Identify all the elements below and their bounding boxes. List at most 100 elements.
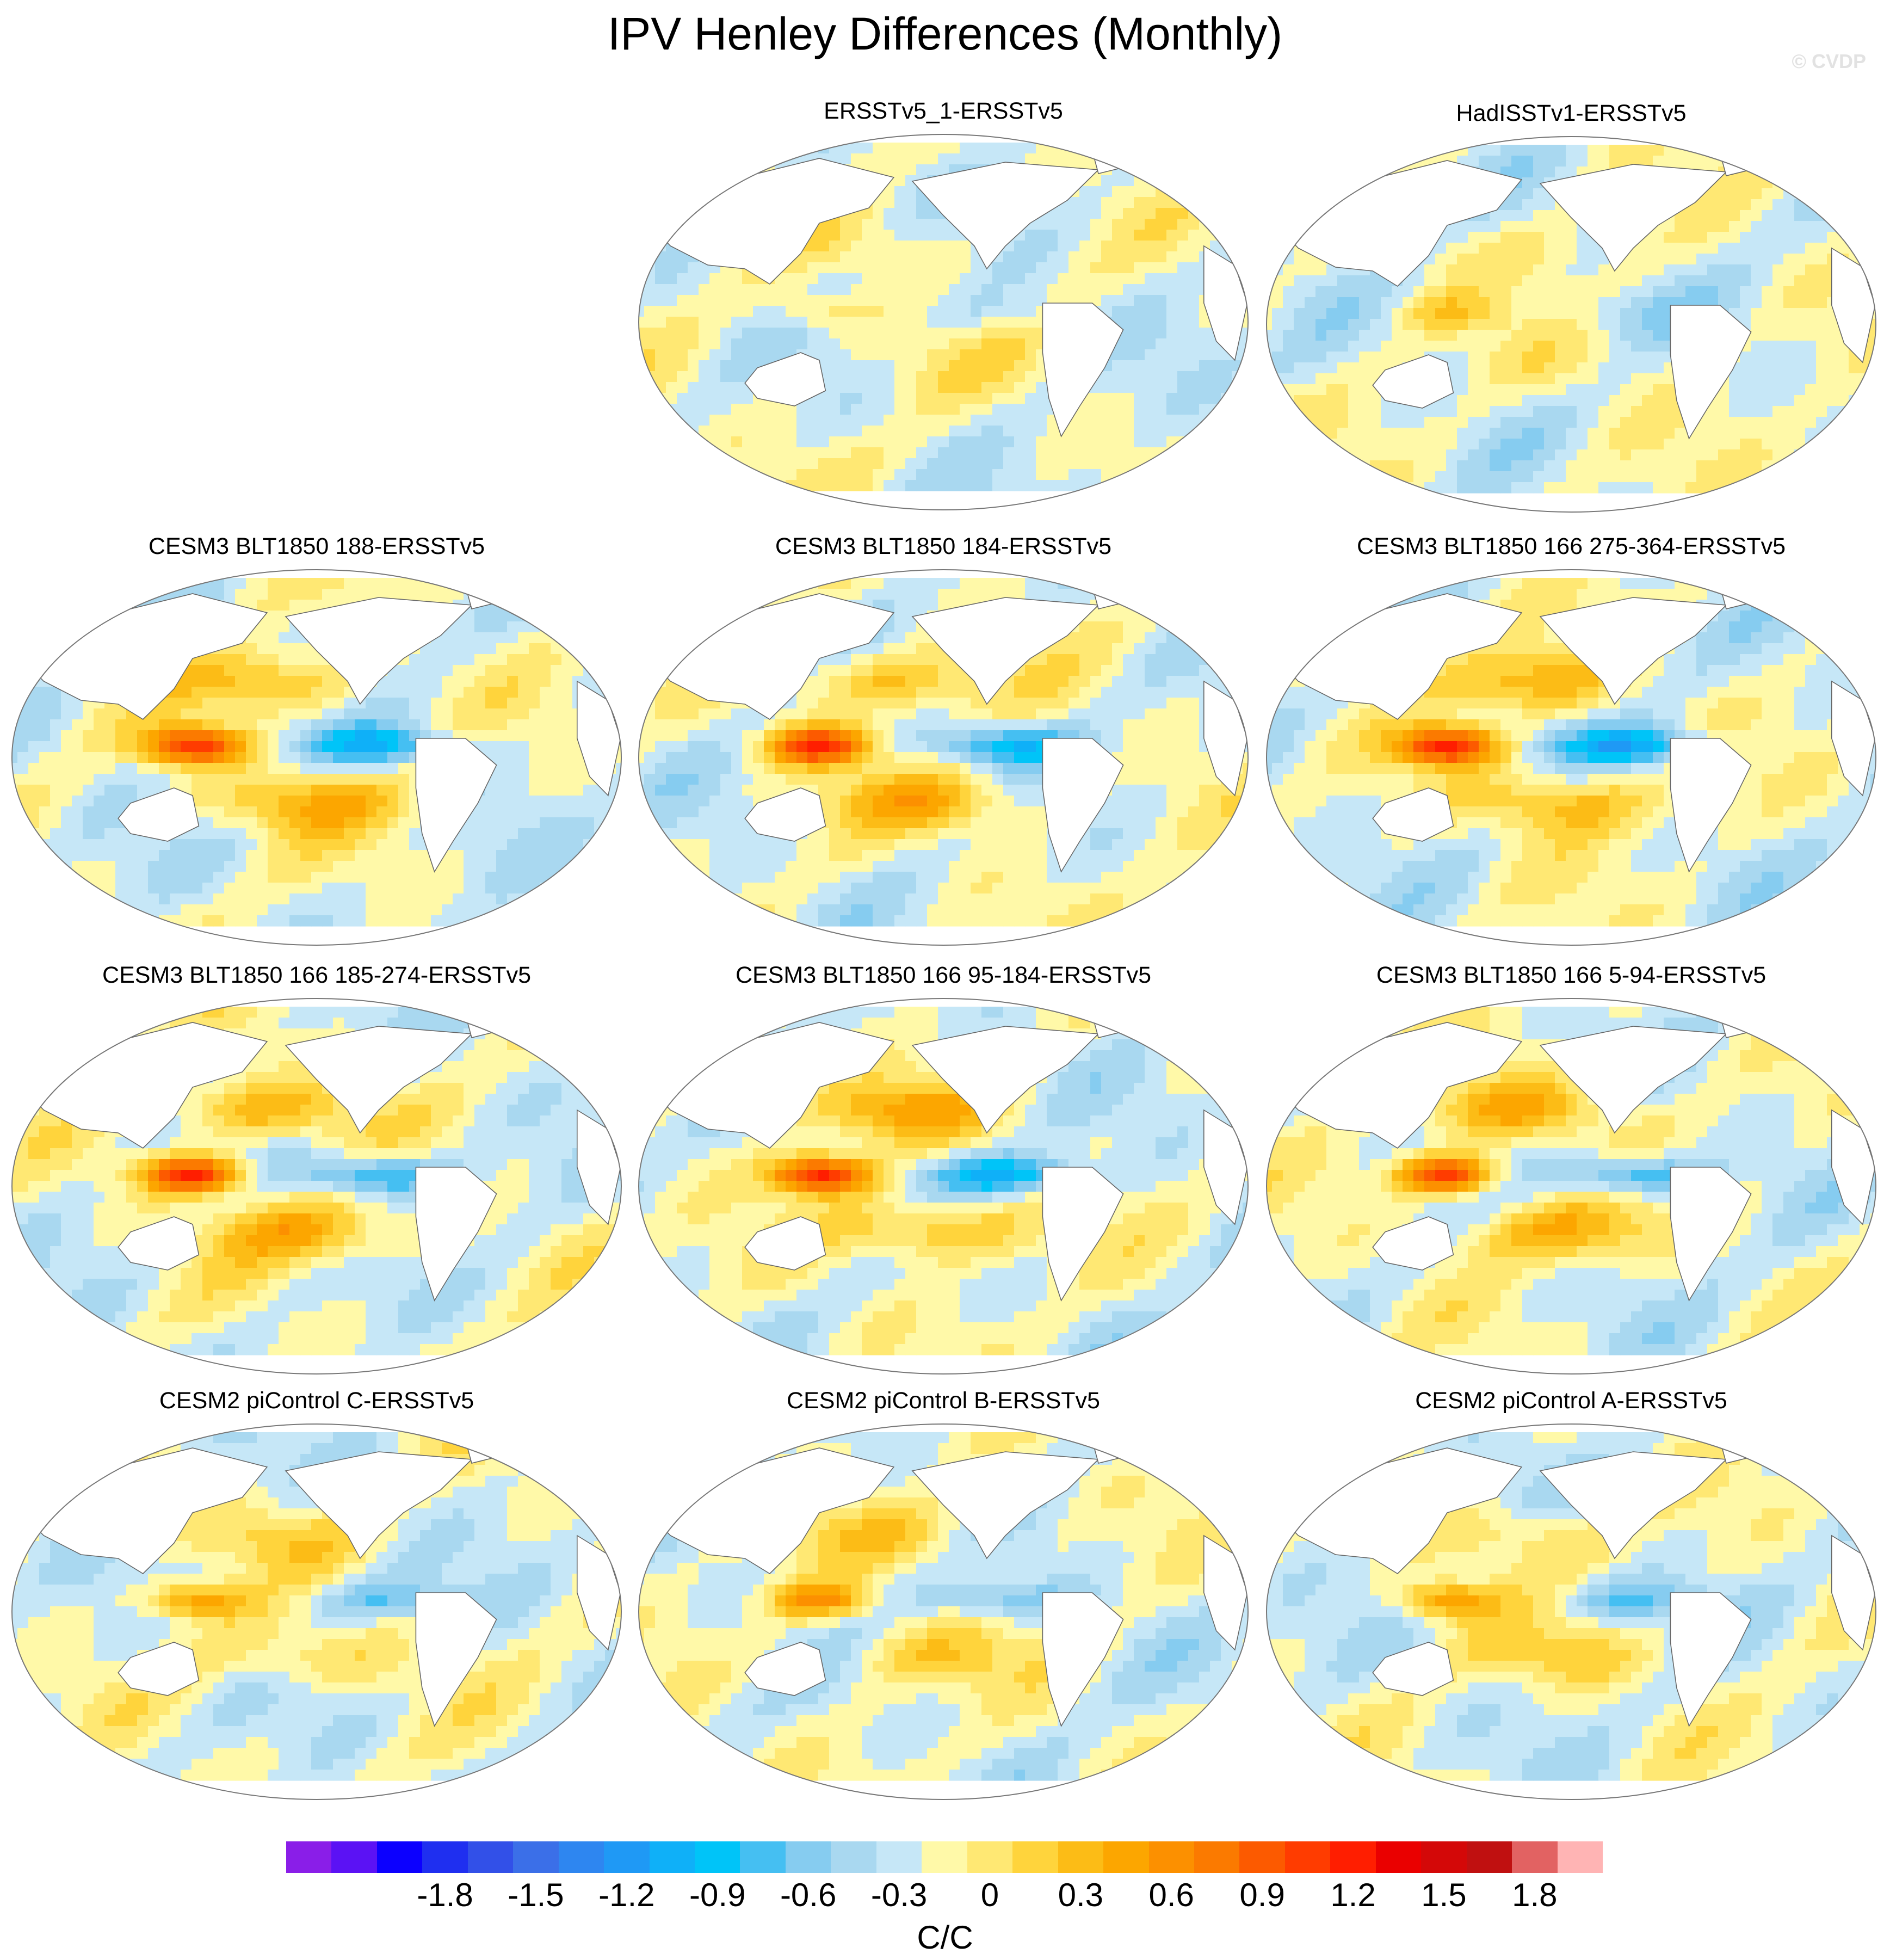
map-panel: CESM2 piControl A-ERSSTv5 [1261, 1385, 1881, 1810]
colorbar-tick-label: -0.3 [867, 1876, 932, 1914]
shaded-field [1267, 145, 1876, 494]
shaded-field [1267, 1432, 1876, 1781]
land-mass [118, 1216, 200, 1271]
shaded-field [1267, 578, 1876, 927]
colorbar-tick-label: -1.5 [503, 1876, 569, 1914]
shaded-field [12, 578, 621, 927]
colorbar-swatch [1284, 1841, 1331, 1873]
colorbar-swatch [1466, 1841, 1512, 1873]
land-mass [1042, 303, 1124, 437]
colorbar-swatch [695, 1841, 740, 1873]
panel-title: CESM3 BLT1850 166 5-94-ERSSTv5 [1261, 960, 1881, 990]
land-mass [1372, 1642, 1454, 1696]
land-mass [1670, 1592, 1752, 1727]
land-mass [1042, 1167, 1124, 1302]
panel-title: CESM3 BLT1850 184-ERSSTv5 [633, 531, 1253, 562]
land-mass [285, 1451, 473, 1560]
map-panel: CESM3 BLT1850 188-ERSSTv5 [7, 531, 627, 956]
panel-title: CESM2 piControl C-ERSSTv5 [7, 1385, 627, 1416]
colorbar-tick-label: 0.3 [1048, 1876, 1113, 1914]
shaded-field [639, 578, 1248, 927]
colorbar-tick-label: 0.9 [1230, 1876, 1295, 1914]
sst-difference-map [1266, 136, 1876, 513]
colorbar-swatch [1330, 1841, 1376, 1873]
colorbar-swatch [376, 1841, 423, 1873]
land-mass [1042, 1592, 1124, 1727]
colorbar-swatch [1012, 1841, 1059, 1873]
land-mass [1539, 1026, 1727, 1134]
colorbar-swatch [331, 1841, 378, 1873]
land-mass [911, 597, 1100, 705]
panel-title: CESM3 BLT1850 188-ERSSTv5 [7, 531, 627, 562]
sst-difference-map [11, 1423, 622, 1800]
watermark: © CVDP [1792, 50, 1866, 73]
colorbar-swatch [1512, 1841, 1558, 1873]
land-mass [285, 597, 473, 705]
colorbar-swatch [1058, 1841, 1104, 1873]
land-mass [415, 1592, 497, 1727]
colorbar [286, 1841, 1603, 1874]
land-mass [911, 1026, 1100, 1134]
colorbar-swatch [785, 1841, 831, 1873]
panel-title: CESM3 BLT1850 166 185-274-ERSSTv5 [7, 960, 627, 990]
land-mass [415, 738, 497, 873]
map-border [11, 1423, 622, 1800]
colorbar-tick-label: -1.2 [594, 1876, 659, 1914]
sst-difference-map [638, 134, 1249, 510]
colorbar-swatch [1557, 1841, 1603, 1873]
colorbar-tick-label: 1.8 [1502, 1876, 1567, 1914]
colorbar-swatch [558, 1841, 604, 1873]
map-border [1266, 569, 1876, 946]
map-panel: CESM2 piControl B-ERSSTv5 [633, 1385, 1253, 1810]
land-mass [415, 1167, 497, 1302]
map-panel: CESM3 BLT1850 166 5-94-ERSSTv5 [1261, 960, 1881, 1384]
land-mass [1372, 354, 1454, 409]
land-mass [744, 787, 826, 842]
map-panel: CESM2 piControl C-ERSSTv5 [7, 1385, 627, 1810]
map-border [638, 1423, 1249, 1800]
sst-difference-map [1266, 998, 1876, 1375]
colorbar-swatch [649, 1841, 695, 1873]
map-border [638, 998, 1249, 1375]
map-border [1266, 136, 1876, 513]
colorbar-swatch [922, 1841, 968, 1873]
shaded-field [12, 1432, 621, 1781]
map-border [11, 569, 622, 946]
colorbar-swatch [1421, 1841, 1467, 1873]
colorbar-tick-label: 1.2 [1320, 1876, 1386, 1914]
figure-title: IPV Henley Differences (Monthly) [0, 7, 1890, 61]
map-border [1266, 998, 1876, 1375]
colorbar-swatch [1194, 1841, 1240, 1873]
map-border [638, 134, 1249, 510]
map-panel: ERSSTv5_1-ERSSTv5 [633, 96, 1253, 520]
colorbar-tick-label: 0.6 [1139, 1876, 1204, 1914]
panel-title: ERSSTv5_1-ERSSTv5 [633, 96, 1253, 126]
colorbar-swatch [831, 1841, 877, 1873]
land-mass [285, 1026, 473, 1134]
panel-title: CESM2 piControl B-ERSSTv5 [633, 1385, 1253, 1416]
sst-difference-map [11, 998, 622, 1375]
land-mass [744, 1216, 826, 1271]
colorbar-tick-label: -0.9 [685, 1876, 750, 1914]
colorbar-swatch [1103, 1841, 1149, 1873]
colorbar-swatch [967, 1841, 1013, 1873]
sst-difference-map [638, 998, 1249, 1375]
sst-difference-map [638, 569, 1249, 946]
shaded-field [1267, 1007, 1876, 1355]
colorbar-tick-label: 0 [957, 1876, 1022, 1914]
colorbar-swatch [604, 1841, 650, 1873]
shaded-field [639, 1432, 1248, 1781]
colorbar-tick-label: -1.8 [412, 1876, 478, 1914]
colorbar-units: C/C [0, 1919, 1890, 1957]
map-panel: CESM3 BLT1850 166 95-184-ERSSTv5 [633, 960, 1253, 1384]
map-border [638, 569, 1249, 946]
colorbar-swatch [286, 1841, 332, 1873]
map-border [11, 998, 622, 1375]
land-mass [1539, 1451, 1727, 1560]
panel-title: CESM2 piControl A-ERSSTv5 [1261, 1385, 1881, 1416]
sst-difference-map [11, 569, 622, 946]
colorbar-swatch [876, 1841, 922, 1873]
colorbar-swatch [513, 1841, 559, 1873]
shaded-field [639, 143, 1248, 491]
land-mass [1042, 738, 1124, 873]
